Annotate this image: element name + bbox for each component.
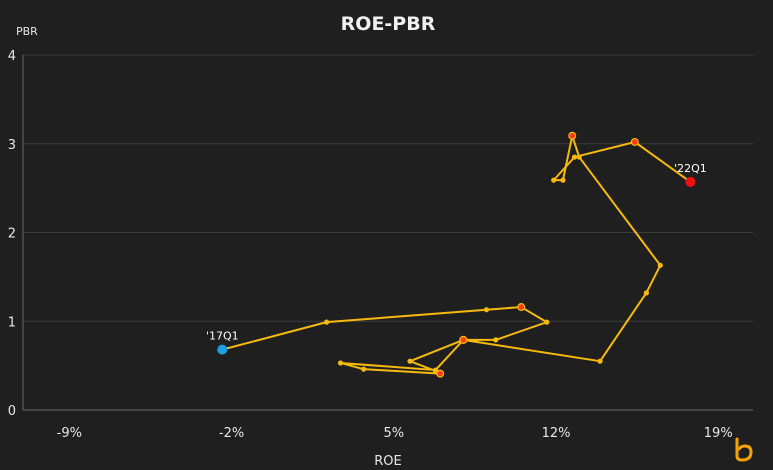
annotations: '17Q1 '22Q1 xyxy=(206,162,707,343)
data-point xyxy=(630,137,639,146)
data-point xyxy=(571,154,578,160)
data-point xyxy=(483,307,490,313)
data-point xyxy=(432,367,439,373)
data-point xyxy=(436,369,445,378)
end-point xyxy=(685,176,696,187)
data-point xyxy=(407,358,413,364)
series-path xyxy=(222,134,692,375)
data-point xyxy=(643,290,649,296)
data-point xyxy=(551,177,557,183)
x-axis-label: ROE xyxy=(374,454,401,469)
data-point xyxy=(576,154,582,160)
start-point xyxy=(217,344,228,355)
y-axis-label: PBR xyxy=(16,25,38,38)
data-point xyxy=(459,335,468,344)
y-tick-label: 1 xyxy=(8,315,16,330)
start-annotation: '17Q1 xyxy=(206,330,239,343)
data-point xyxy=(597,358,603,364)
series-line xyxy=(222,134,692,375)
gridlines xyxy=(22,54,753,411)
y-tick-label: 0 xyxy=(8,404,16,419)
data-point xyxy=(560,177,566,183)
x-tick-label: 12% xyxy=(542,426,571,441)
tick-labels: 0 1 2 3 4 -9% -2% 5% 12% 19% xyxy=(8,49,733,441)
data-point xyxy=(657,262,663,268)
data-point xyxy=(361,366,367,372)
data-point xyxy=(337,360,344,366)
data-point xyxy=(493,337,499,343)
end-annotation: '22Q1 xyxy=(674,162,707,175)
y-tick-label: 2 xyxy=(8,227,16,242)
brand-b-icon xyxy=(735,437,753,462)
y-tick-label: 3 xyxy=(8,138,16,153)
data-point xyxy=(544,319,550,325)
x-tick-label: -2% xyxy=(219,426,244,441)
data-points xyxy=(217,131,696,378)
data-point xyxy=(323,319,330,325)
y-tick-label: 4 xyxy=(8,49,16,64)
chart-title: ROE-PBR xyxy=(341,13,436,35)
x-tick-label: 19% xyxy=(704,426,733,441)
data-point xyxy=(568,131,577,140)
data-point xyxy=(517,303,526,312)
x-tick-label: 5% xyxy=(383,426,404,441)
x-tick-label: -9% xyxy=(57,426,82,441)
